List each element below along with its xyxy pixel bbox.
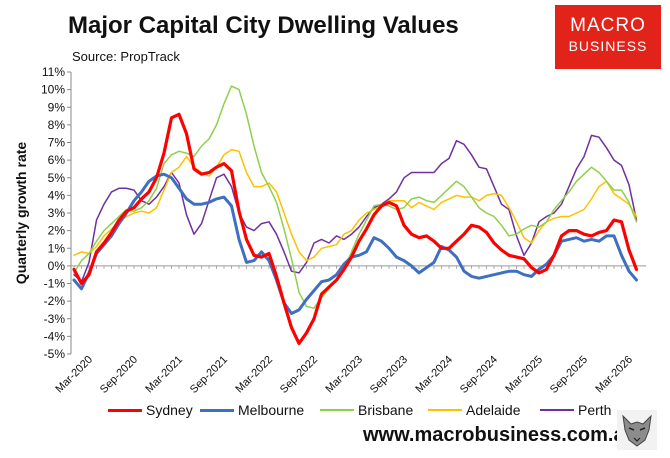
legend-label: Perth — [578, 402, 612, 418]
y-tick-label: 0% — [48, 259, 66, 273]
x-tick-label: Mar-2024 — [413, 354, 455, 396]
x-tick-label: Mar-2022 — [233, 354, 275, 396]
y-tick-label: 6% — [48, 153, 66, 167]
x-tick-label: Sep-2021 — [188, 354, 230, 396]
x-tick-label: Sep-2025 — [548, 354, 590, 396]
legend-label: Melbourne — [238, 402, 305, 418]
y-tick-label: -5% — [44, 347, 66, 361]
y-tick-label: -1% — [44, 277, 66, 291]
x-tick-label: Mar-2021 — [143, 354, 185, 396]
legend-item-perth: Perth — [540, 400, 611, 420]
macrobusiness-logo: MACRO BUSINESS — [555, 5, 661, 69]
series-line-sydney — [72, 112, 639, 345]
chart-title: Major Capital City Dwelling Values — [68, 12, 459, 39]
y-tick-label: 10% — [41, 83, 65, 97]
x-tick-label: Mar-2026 — [593, 354, 635, 396]
x-tick-label: Mar-2023 — [323, 354, 365, 396]
website-url: www.macrobusiness.com.au — [363, 424, 637, 446]
legend-label: Adelaide — [466, 402, 521, 418]
chart-axes: -5% -4% -3% -2% -1% 0% 1% 2% 3% 4% 5% 6% 7% 8% 9% 10% 11… — [13, 65, 646, 396]
x-tick-label: Sep-2023 — [368, 354, 410, 396]
y-tick-label: 5% — [48, 171, 66, 185]
y-tick-label: -3% — [44, 312, 66, 326]
wolf-mascot-icon — [617, 410, 657, 450]
legend-swatch — [428, 409, 462, 411]
legend-swatch — [200, 408, 234, 412]
y-tick-label: 11% — [42, 65, 65, 79]
y-tick-label: 9% — [48, 100, 66, 114]
legend-swatch — [540, 409, 574, 411]
legend-label: Sydney — [146, 402, 193, 418]
legend-swatch — [108, 408, 142, 412]
y-tick-label: -2% — [44, 294, 66, 308]
logo-line-2: BUSINESS — [568, 38, 648, 54]
y-tick-label: 3% — [48, 206, 66, 220]
series-line-adelaide — [73, 148, 638, 262]
y-tick-label: -4% — [44, 329, 66, 343]
legend-swatch — [320, 409, 354, 411]
x-tick-label: Sep-2020 — [98, 354, 140, 396]
y-tick-label: 2% — [48, 224, 66, 238]
y-axis-title: Quarterly growth rate — [13, 142, 29, 285]
y-tick-label: 7% — [48, 136, 66, 150]
chart-legend: Sydney Melbourne Brisbane Adelaide Perth — [108, 400, 628, 420]
y-tick-label: 8% — [48, 118, 66, 132]
x-tick-label: Mar-2025 — [503, 354, 545, 396]
y-tick-label: 4% — [48, 188, 66, 202]
chart-source: Source: PropTrack — [72, 49, 180, 64]
logo-line-1: MACRO — [570, 15, 646, 36]
legend-label: Brisbane — [358, 402, 414, 418]
legend-item-melbourne: Melbourne — [200, 400, 304, 420]
legend-item-brisbane: Brisbane — [320, 400, 413, 420]
series-line-melbourne — [72, 172, 638, 315]
x-tick-label: Sep-2022 — [278, 354, 320, 396]
series-line-brisbane — [73, 85, 638, 309]
x-tick-label: Sep-2024 — [458, 354, 500, 396]
series-layer — [72, 85, 639, 345]
legend-item-adelaide: Adelaide — [428, 400, 521, 420]
legend-item-sydney: Sydney — [108, 400, 193, 420]
y-tick-label: 1% — [48, 241, 66, 255]
